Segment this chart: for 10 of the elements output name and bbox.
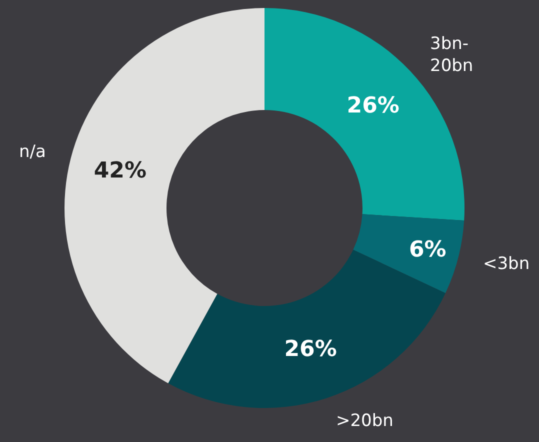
slice-label: >20bn xyxy=(336,411,394,431)
donut-slice xyxy=(64,8,264,384)
data-label: 6% xyxy=(408,237,446,262)
slice-label: n/a xyxy=(19,142,46,162)
data-label: 26% xyxy=(346,94,400,118)
slice-label: 3bn- 20bn xyxy=(430,34,474,76)
data-label: 26% xyxy=(284,337,337,362)
slice-label: <3bn xyxy=(483,254,530,274)
donut-slice xyxy=(353,214,464,294)
data-label: 42% xyxy=(94,158,147,184)
